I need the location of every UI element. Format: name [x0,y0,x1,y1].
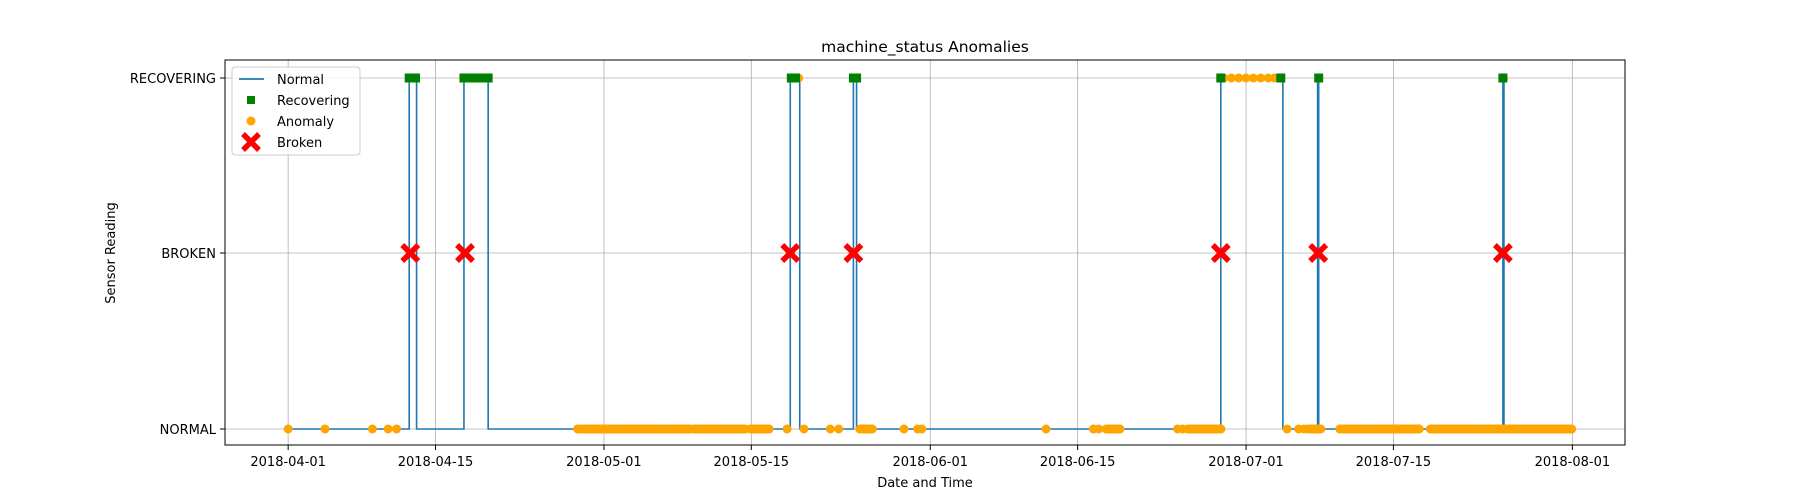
broken-point [1210,243,1231,263]
x-tick-label: 2018-07-15 [1356,455,1432,470]
anomaly-point [1282,424,1292,434]
anomaly-point [1567,424,1577,434]
recovering-point [411,73,421,83]
x-axis-ticks: 2018-04-01 2018-04-15 2018-05-01 2018-05-15… [250,445,1610,470]
recovering-point [464,73,474,83]
x-tick-label: 2018-04-15 [398,455,474,470]
recovering-point [1314,73,1324,83]
broken-series [400,243,1513,263]
y-axis-label: Sensor Reading [104,202,119,303]
anomaly-point [392,424,402,434]
x-tick-label: 2018-06-15 [1040,455,1116,470]
legend-box [231,66,361,156]
anomaly-point [1241,73,1251,83]
x-tick-label: 2018-08-01 [1535,455,1611,470]
anomaly-point [1041,424,1051,434]
recovering-point [791,73,801,83]
anomaly-point [917,424,927,434]
y-tick-label: NORMAL [160,423,217,438]
legend-label: Broken [277,136,322,151]
broken-point [455,243,475,263]
broken-point [1492,243,1513,263]
x-axis-label: Date and Time [877,476,973,491]
recovering-point [475,73,485,83]
anomaly-series [283,73,1577,434]
recovering-point [1276,73,1286,83]
anomaly-point [320,424,330,434]
anomaly-point [283,424,293,434]
anomaly-point [1226,73,1236,83]
broken-point [400,243,421,263]
anomaly-point [1234,73,1244,83]
y-tick-label: RECOVERING [130,72,216,87]
recovering-point [469,73,479,83]
anomaly-point [834,424,844,434]
recovering-point [1498,73,1508,83]
x-tick-label: 2018-05-01 [566,455,642,470]
legend: Normal Recovering Anomaly Broken [231,66,361,156]
anomaly-point [1115,424,1125,434]
anomaly-point [1316,424,1326,434]
legend-label: Anomaly [277,115,334,130]
legend-circle-swatch [246,116,256,126]
recovering-point [852,73,862,83]
legend-x-swatch [241,132,261,152]
anomaly-point [867,424,877,434]
x-tick-label: 2018-07-01 [1208,455,1284,470]
recovering-point [483,73,493,83]
anomaly-point [899,424,909,434]
anomaly-point [383,424,393,434]
recovering-point [459,73,469,83]
recovering-series [404,73,1508,83]
recovering-point [1216,73,1226,83]
legend-label: Normal [277,73,324,88]
broken-point [780,243,801,263]
anomaly-point [799,424,809,434]
legend-label: Recovering [277,94,350,109]
anomaly-point [782,424,792,434]
anomaly-point [764,424,774,434]
legend-square-swatch [247,96,255,104]
broken-point [1308,243,1329,263]
anomaly-point [367,424,377,434]
anomaly-point [1216,424,1226,434]
y-axis-ticks: NORMAL BROKEN RECOVERING [130,72,225,438]
x-tick-label: 2018-06-01 [892,455,968,470]
anomaly-point [1248,73,1258,83]
x-tick-label: 2018-04-01 [250,455,326,470]
broken-point [843,243,864,263]
anomaly-point [1263,73,1273,83]
anomaly-point [825,424,835,434]
anomaly-point [1256,73,1266,83]
y-tick-label: BROKEN [161,247,216,262]
anomaly-point [1094,424,1104,434]
x-tick-label: 2018-05-15 [714,455,790,470]
chart-title: machine_status Anomalies [821,38,1029,57]
anomaly-point [1414,424,1424,434]
